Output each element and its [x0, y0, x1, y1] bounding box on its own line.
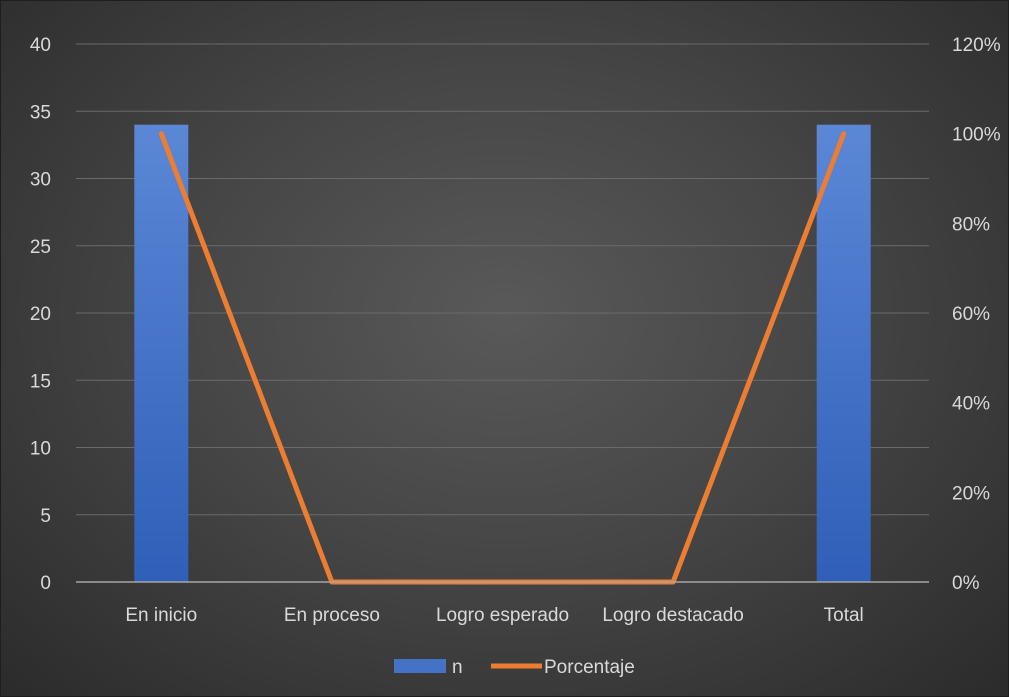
y-right-tick-label: 80% — [952, 214, 990, 235]
y-right-tick-label: 120% — [952, 35, 1001, 56]
x-tick-label: Logro esperado — [436, 605, 569, 626]
bar — [816, 124, 871, 582]
y-right-tick-label: 40% — [952, 394, 990, 415]
y-left-tick-label: 40 — [30, 35, 51, 56]
legend-label-porcentaje: Porcentaje — [544, 657, 635, 678]
y-left-tick-label: 25 — [30, 237, 51, 258]
gridlines — [76, 43, 929, 516]
x-tick-label: Total — [824, 605, 864, 626]
legend: n Porcentaje — [394, 657, 635, 678]
x-tick-label: Logro destacado — [602, 605, 744, 626]
x-tick-label: En proceso — [284, 605, 380, 626]
y-right-tick-label: 100% — [952, 125, 1001, 146]
y-right-tick-label: 60% — [952, 304, 990, 325]
y-left-tick-label: 15 — [30, 371, 51, 392]
bar — [134, 124, 189, 582]
line-point — [843, 133, 845, 135]
line-point — [160, 133, 162, 135]
y-left-tick-label: 0 — [40, 573, 51, 594]
axes: 0 5 10 15 20 25 30 35 40 0% 20% 40% 60% 80% 100% 120% En… — [30, 35, 1001, 626]
legend-swatch-n — [394, 659, 446, 673]
y-left-tick-label: 35 — [30, 102, 51, 123]
bar-series — [134, 124, 871, 582]
y-right-tick-label: 0% — [952, 573, 980, 594]
y-left-tick-label: 5 — [40, 506, 51, 527]
y-left-tick-label: 20 — [30, 304, 51, 325]
y-left-tick-label: 30 — [30, 170, 51, 191]
y-right-tick-label: 20% — [952, 483, 990, 504]
x-tick-label: En inicio — [125, 605, 197, 626]
y-left-tick-label: 10 — [30, 439, 51, 460]
legend-label-n: n — [452, 657, 463, 678]
